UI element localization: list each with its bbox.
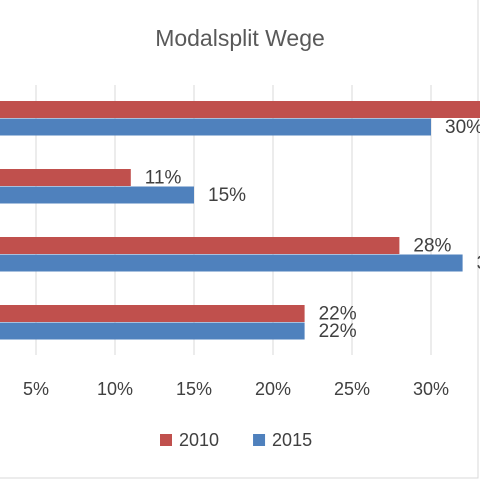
chart-title: Modalsplit Wege [155,25,325,51]
data-label: 15% [208,185,246,206]
bar [0,186,194,204]
data-label: 30% [445,117,480,138]
data-label: 11% [145,168,182,189]
x-tick-label: 10% [97,379,133,399]
legend-label: 2015 [272,430,312,450]
legend-swatch [160,434,172,446]
bar [0,169,131,186]
x-tick-label: 15% [176,379,212,399]
data-label: 22% [319,304,357,325]
data-label: 28% [413,236,451,257]
bar [0,322,305,340]
x-tick-label: 5% [23,379,49,399]
x-tick-label: 30% [413,379,449,399]
legend-swatch [253,434,266,446]
bar [0,254,463,272]
x-tick-label: 20% [255,379,291,399]
x-tick-label: 25% [334,379,370,399]
legend-label: 2010 [179,430,219,450]
data-label: 32% [477,253,480,274]
data-label: 22% [319,321,357,342]
bar [0,237,400,254]
bar [0,118,431,136]
bar [0,101,480,118]
bar [0,305,305,322]
